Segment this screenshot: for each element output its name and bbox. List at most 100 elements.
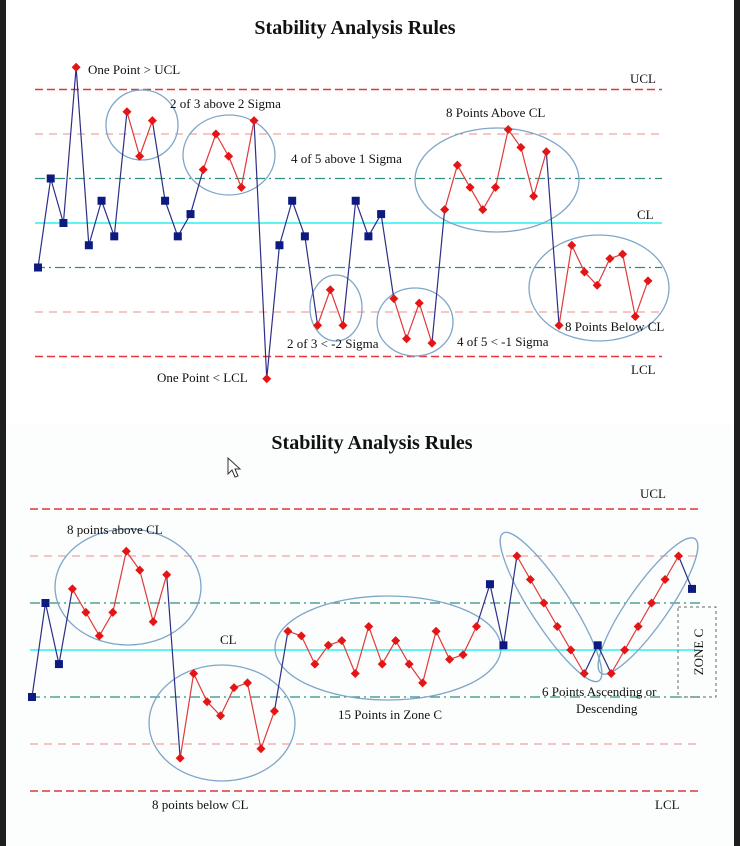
in-control-point (41, 599, 50, 607)
out-of-control-point (516, 142, 526, 152)
series-segment (381, 640, 397, 665)
out-of-control-point (620, 645, 630, 655)
in-control-point (593, 641, 602, 650)
series-segment (422, 631, 437, 684)
out-of-control-point (512, 551, 522, 561)
out-of-control-point (579, 267, 589, 277)
zone-c-box (677, 606, 717, 698)
rule-ellipse (309, 274, 363, 342)
out-of-control-point (541, 147, 551, 157)
annotation-label: 8 points below CL (152, 797, 248, 812)
series-segment (469, 187, 484, 210)
series-segment (408, 663, 424, 684)
series-segment (58, 588, 73, 665)
out-of-control-point (216, 711, 226, 721)
out-of-control-point (452, 160, 462, 170)
out-of-control-point (108, 607, 118, 617)
in-control-point (364, 232, 373, 241)
out-of-control-point (189, 669, 199, 678)
in-control-point (28, 693, 36, 701)
in-control-point (377, 210, 386, 219)
series-segment (494, 129, 509, 188)
in-control-point (34, 263, 42, 272)
in-control-point (485, 580, 494, 589)
top-control-chart: Stability Analysis Rules UCL CL LCL One … (34, 17, 670, 385)
in-control-point (688, 584, 696, 593)
out-of-control-point (592, 280, 602, 290)
out-of-control-point (121, 546, 131, 556)
series-segment (507, 129, 522, 148)
series-segment (112, 551, 127, 613)
out-of-control-point (471, 622, 481, 631)
series-segment (100, 200, 115, 237)
in-control-point (54, 660, 63, 669)
out-of-control-point (175, 753, 185, 763)
rule-ellipse (499, 531, 603, 683)
series-segment (651, 579, 666, 604)
in-control-point (288, 196, 297, 205)
out-of-control-point (606, 669, 616, 678)
rule-ellipse (528, 234, 670, 342)
series-segment (273, 631, 289, 712)
series-segment (314, 644, 329, 665)
rule-ellipse (54, 528, 202, 646)
series-segment (342, 200, 357, 326)
series-segment (520, 147, 535, 197)
series-segment (291, 200, 306, 237)
lcl-label: LCL (631, 362, 656, 377)
out-of-control-point (269, 706, 279, 716)
series-segment (193, 673, 208, 702)
rule-ellipse (597, 537, 699, 675)
out-of-control-point (431, 626, 441, 636)
out-of-control-point (554, 320, 564, 330)
out-of-control-point (135, 565, 145, 575)
series-segment (502, 555, 518, 646)
annotation-label: 15 Points in Zone C (338, 707, 442, 722)
out-of-control-point (350, 669, 360, 678)
series-segment (624, 626, 639, 651)
out-of-control-point (647, 598, 657, 608)
in-control-point (173, 232, 182, 241)
annotation-label: 8 Points Above CL (446, 105, 545, 120)
out-of-control-point (81, 607, 91, 617)
series-segment (152, 574, 168, 622)
zone-c-label: ZONE C (691, 629, 706, 676)
series-segment (393, 298, 408, 339)
out-of-control-point (567, 240, 577, 250)
out-of-control-point (643, 276, 653, 286)
out-of-control-point (458, 650, 468, 660)
series-segment (44, 602, 60, 665)
out-of-control-point (674, 551, 684, 561)
in-control-point (351, 196, 360, 205)
out-of-control-point (630, 311, 640, 321)
annotation-label: 4 of 5 < -1 Sigma (457, 334, 549, 349)
series-segment (329, 289, 344, 326)
chart-title: Stability Analysis Rules (254, 17, 455, 39)
series-segment (278, 200, 293, 246)
series-segment (189, 169, 204, 215)
out-of-control-point (256, 744, 266, 754)
series-segment (482, 187, 497, 210)
series-segment (151, 120, 166, 201)
annotation-label: 2 of 3 < -2 Sigma (287, 336, 379, 351)
annotation-label: 8 points above CL (67, 522, 163, 537)
series-segment (31, 602, 47, 698)
series-segment (113, 111, 128, 237)
series-segment (71, 588, 87, 613)
cl-label: CL (637, 207, 654, 222)
series-segment (179, 673, 195, 759)
out-of-control-point (122, 107, 132, 117)
series-segment (597, 645, 612, 674)
out-of-control-point (566, 645, 576, 655)
out-of-control-point (389, 294, 399, 304)
out-of-control-point (198, 165, 208, 175)
series-segment (418, 302, 433, 344)
out-of-control-point (94, 631, 104, 641)
series-segment (304, 236, 319, 326)
annotation-label: 2 of 3 above 2 Sigma (170, 96, 281, 111)
out-of-control-point (402, 334, 412, 344)
out-of-control-point (337, 636, 347, 646)
series-segment (266, 245, 281, 379)
series-segment (621, 254, 636, 317)
series-segment (317, 289, 331, 326)
